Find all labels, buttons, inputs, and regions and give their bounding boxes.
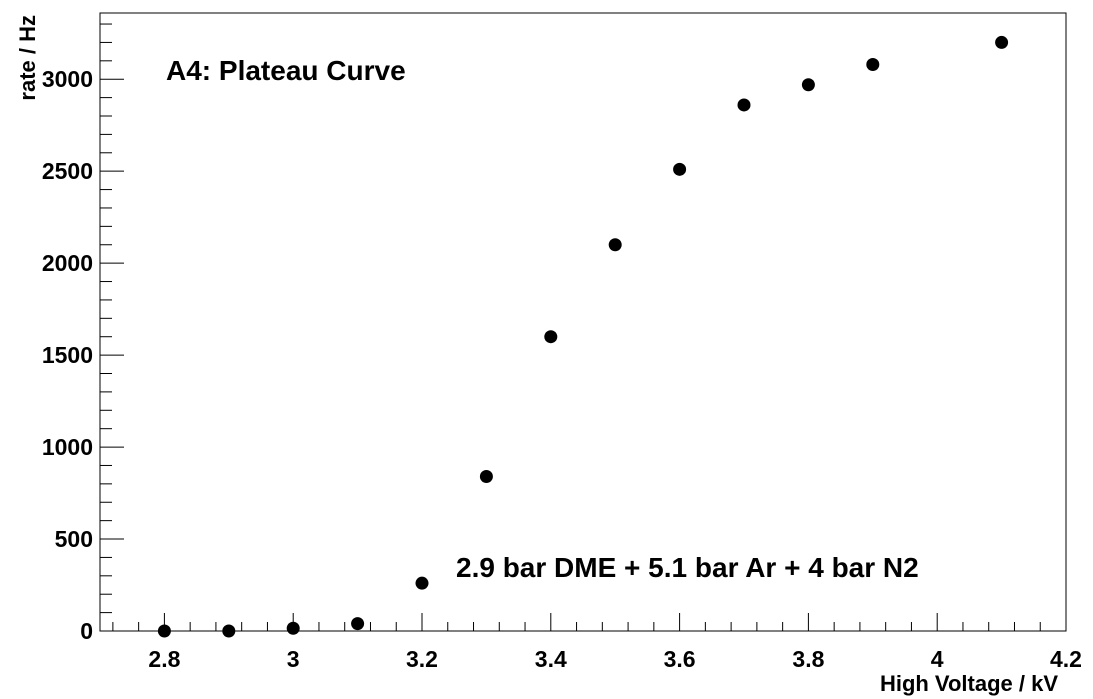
x-tick-label: 3 [287, 646, 300, 672]
data-point [286, 621, 300, 635]
y-tick-label: 500 [55, 526, 93, 552]
data-point [222, 624, 236, 638]
y-tick-label: 1000 [42, 434, 93, 460]
data-points [157, 35, 1009, 638]
x-axis-ticks [112, 613, 1067, 631]
data-point [479, 470, 493, 483]
data-point [801, 78, 815, 92]
y-axis-tick-labels: 0 500 1000 1500 2000 2500 3000 [42, 66, 93, 644]
data-point [995, 35, 1009, 49]
x-tick-label: 2.8 [148, 646, 180, 672]
y-tick-label: 3000 [42, 66, 93, 92]
data-point [608, 238, 622, 252]
x-tick-label: 3.4 [535, 646, 567, 672]
data-point [544, 330, 558, 344]
x-tick-label: 4.2 [1050, 646, 1082, 672]
y-tick-label: 2500 [42, 158, 93, 184]
y-tick-label: 0 [80, 618, 93, 644]
x-tick-label: 3.2 [406, 646, 438, 672]
y-axis-ticks [100, 23, 124, 632]
data-point [157, 624, 171, 638]
data-point [415, 576, 429, 590]
x-tick-label: 4 [931, 646, 944, 672]
x-tick-label: 3.6 [664, 646, 696, 672]
x-tick-label: 3.8 [792, 646, 824, 672]
x-axis-tick-labels: 2.8 3 3.2 3.4 3.6 3.8 4 4.2 [148, 646, 1082, 672]
x-axis-title: High Voltage / kV [880, 671, 1058, 696]
chart-annotation: 2.9 bar DME + 5.1 bar Ar + 4 bar N2 [456, 552, 919, 583]
y-tick-label: 2000 [42, 250, 93, 276]
data-point [866, 58, 880, 71]
chart-title: A4: Plateau Curve [166, 55, 406, 86]
data-point [673, 162, 687, 176]
data-point [737, 98, 751, 112]
plot-frame [99, 12, 1067, 632]
data-point [351, 617, 365, 631]
y-axis-title: rate / Hz [15, 15, 40, 101]
y-tick-label: 1500 [42, 342, 93, 368]
